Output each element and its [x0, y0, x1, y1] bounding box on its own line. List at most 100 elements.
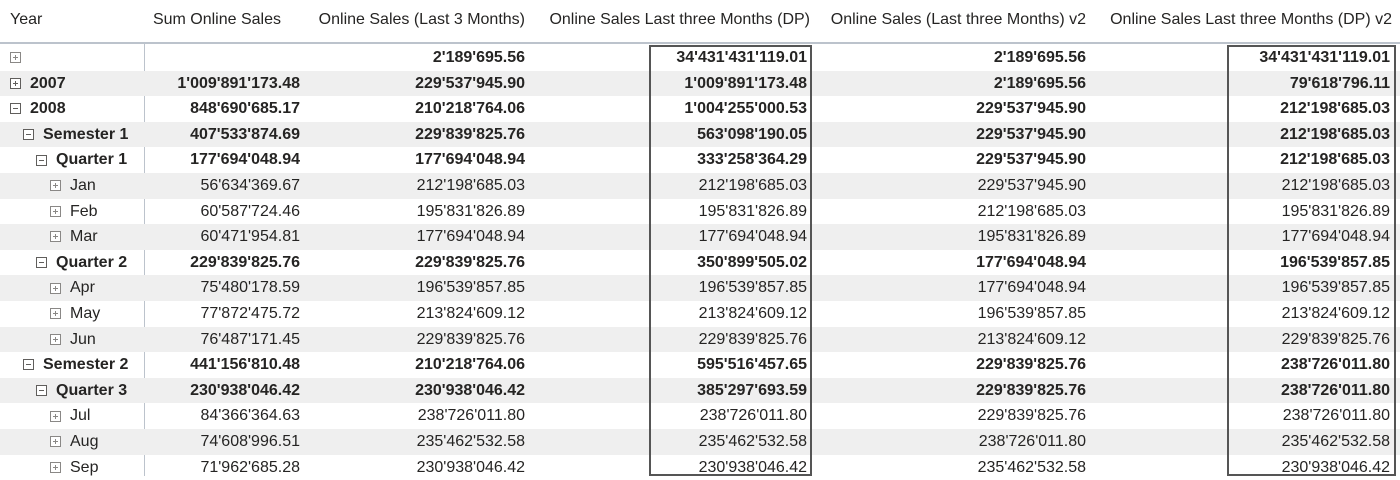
row-label: Feb [70, 202, 98, 220]
row-header: Quarter 1 [36, 147, 127, 173]
expand-icon[interactable] [10, 77, 21, 89]
column-header-online-sales-last-three-months-v2[interactable]: Online Sales (Last three Months) v2 [830, 11, 1086, 28]
table-row: Jul 84'366'364.63 238'726'011.80 238'726'01… [0, 403, 1400, 429]
cell-online-sales-last-three-months-dp: 229'839'825.76 [698, 330, 807, 348]
collapse-icon[interactable] [36, 257, 47, 269]
collapse-icon[interactable] [23, 129, 34, 141]
expand-icon[interactable] [10, 52, 21, 64]
cell-sum-online-sales: 84'366'364.63 [200, 407, 300, 425]
cell-online-sales-last-three-months-dp-v2: 229'839'825.76 [1281, 330, 1390, 348]
row-label: Jun [70, 330, 96, 348]
table-row: Quarter 3 230'938'046.42 230'938'046.42 385… [0, 377, 1400, 404]
row-header: Quarter 2 [36, 250, 127, 276]
row-header: Jul [50, 403, 90, 429]
cell-online-sales-last-three-months-dp: 213'824'609.12 [698, 305, 807, 322]
table-row: 2007 1'009'891'173.48 229'537'945.90 1'009'… [0, 70, 1400, 97]
cell-sum-online-sales: 441'156'810.48 [190, 356, 300, 374]
row-header: 2008 [10, 96, 66, 122]
collapse-icon[interactable] [36, 385, 47, 397]
cell-online-sales-last-three-months-dp-v2: 212'198'685.03 [1281, 177, 1390, 194]
expand-icon[interactable] [50, 282, 61, 294]
row-label: Semester 2 [43, 356, 129, 374]
row-label: Aug [70, 433, 99, 450]
row-header: Apr [50, 275, 95, 301]
cell-online-sales-last-three-months-dp: 350'899'505.02 [697, 253, 807, 271]
table-row: Quarter 1 177'694'048.94 177'694'048.94 333… [0, 147, 1400, 173]
cell-sum-online-sales: 60'471'954.81 [200, 228, 300, 246]
cell-online-sales-last-three-months-dp: 230'938'046.42 [698, 458, 807, 476]
row-header: Quarter 3 [36, 378, 127, 404]
collapse-icon[interactable] [23, 359, 34, 371]
cell-online-sales-last-3-months: 196'539'857.85 [416, 279, 525, 297]
cell-sum-online-sales: 60'587'724.46 [200, 202, 300, 220]
expand-icon[interactable] [50, 308, 61, 320]
column-header-online-sales-last-3-months[interactable]: Online Sales (Last 3 Months) [318, 11, 525, 28]
row-header: Aug [50, 429, 98, 455]
cell-online-sales-last-three-months-v2: 177'694'048.94 [976, 253, 1086, 271]
cell-online-sales-last-three-months-dp-v2: 196'539'857.85 [1280, 253, 1390, 271]
row-label: 2007 [30, 74, 66, 92]
cell-online-sales-last-three-months-v2: 2'189'695.56 [993, 74, 1086, 92]
collapse-icon[interactable] [10, 103, 21, 115]
table-row: Aug 74'608'996.51 235'462'532.58 235'462'53… [0, 429, 1400, 455]
cell-online-sales-last-three-months-v2: 213'824'609.12 [977, 330, 1086, 348]
column-header-sum-online-sales[interactable]: Sum Online Sales [152, 11, 281, 28]
cell-online-sales-last-three-months-dp: 1'004'255'000.53 [684, 100, 807, 118]
expand-icon[interactable] [50, 231, 61, 243]
row-label: Apr [70, 279, 95, 297]
row-header: Feb [50, 199, 98, 225]
row-label: May [70, 305, 101, 322]
row-header-divider [144, 43, 145, 476]
cell-online-sales-last-3-months: 212'198'685.03 [416, 177, 525, 194]
cell-online-sales-last-3-months: 230'938'046.42 [415, 381, 525, 399]
row-label: Quarter 2 [56, 253, 128, 271]
cell-online-sales-last-three-months-dp: 563'098'190.05 [697, 125, 807, 143]
table-row: Jun 76'487'171.45 229'839'825.76 229'839'82… [0, 326, 1400, 353]
cell-online-sales-last-three-months-dp-v2: 238'726'011.80 [1280, 381, 1390, 399]
row-label: Jan [70, 177, 96, 194]
cell-online-sales-last-three-months-dp-v2: 230'938'046.42 [1281, 458, 1390, 476]
cell-online-sales-last-3-months: 229'839'825.76 [416, 330, 525, 348]
table-row: Feb 60'587'724.46 195'831'826.89 195'831'82… [0, 199, 1400, 225]
cell-online-sales-last-three-months-dp: 238'726'011.80 [699, 407, 807, 425]
cell-online-sales-last-three-months-v2: 177'694'048.94 [977, 279, 1086, 297]
cell-sum-online-sales: 74'608'996.51 [200, 433, 300, 450]
expand-icon[interactable] [50, 436, 61, 448]
table-row: Quarter 2 229'839'825.76 229'839'825.76 350… [0, 250, 1400, 276]
row-header: Jun [50, 327, 96, 353]
cell-online-sales-last-three-months-v2: 196'539'857.85 [977, 305, 1086, 322]
row-header: Semester 2 [23, 352, 128, 378]
cell-sum-online-sales: 76'487'171.45 [200, 330, 300, 348]
collapse-icon[interactable] [36, 154, 47, 166]
expand-icon[interactable] [50, 205, 61, 217]
cell-online-sales-last-3-months: 229'537'945.90 [415, 74, 525, 92]
cell-sum-online-sales: 56'634'369.67 [200, 177, 300, 194]
expand-icon[interactable] [50, 333, 61, 345]
cell-online-sales-last-three-months-dp-v2: 212'198'685.03 [1280, 125, 1390, 143]
cell-online-sales-last-three-months-dp-v2: 196'539'857.85 [1281, 279, 1390, 297]
cell-online-sales-last-three-months-v2: 238'726'011.80 [978, 433, 1086, 450]
cell-online-sales-last-three-months-dp-v2: 212'198'685.03 [1280, 100, 1390, 118]
table-row: Semester 2 441'156'810.48 210'218'764.06 59… [0, 352, 1400, 378]
column-header-online-sales-last-three-months-dp[interactable]: Online Sales Last three Months (DP) [549, 11, 810, 28]
cell-online-sales-last-3-months: 177'694'048.94 [416, 228, 525, 246]
row-header: Jan [50, 173, 96, 199]
cell-sum-online-sales: 848'690'685.17 [190, 100, 300, 118]
cell-online-sales-last-3-months: 238'726'011.80 [417, 407, 525, 425]
cell-online-sales-last-three-months-dp-v2: 238'726'011.80 [1282, 407, 1390, 425]
column-header-year[interactable]: Year [10, 11, 43, 28]
cell-online-sales-last-three-months-dp: 34'431'431'119.01 [676, 49, 807, 66]
cell-sum-online-sales: 75'480'178.59 [200, 279, 300, 297]
cell-online-sales-last-3-months: 210'218'764.06 [415, 100, 525, 118]
column-header-online-sales-last-three-months-dp-v2[interactable]: Online Sales Last three Months (DP) v2 [1110, 11, 1392, 28]
expand-icon[interactable] [50, 461, 61, 473]
cell-online-sales-last-three-months-dp: 195'831'826.89 [698, 202, 807, 220]
cell-online-sales-last-three-months-dp-v2: 238'726'011.80 [1280, 356, 1390, 374]
cell-online-sales-last-three-months-v2: 229'839'825.76 [976, 381, 1086, 399]
cell-online-sales-last-three-months-dp-v2: 195'831'826.89 [1281, 202, 1390, 220]
cell-online-sales-last-three-months-v2: 212'198'685.03 [977, 202, 1086, 220]
cell-online-sales-last-3-months: 230'938'046.42 [416, 458, 525, 476]
expand-icon[interactable] [50, 410, 61, 422]
cell-sum-online-sales: 77'872'475.72 [200, 305, 300, 322]
expand-icon[interactable] [50, 180, 61, 192]
